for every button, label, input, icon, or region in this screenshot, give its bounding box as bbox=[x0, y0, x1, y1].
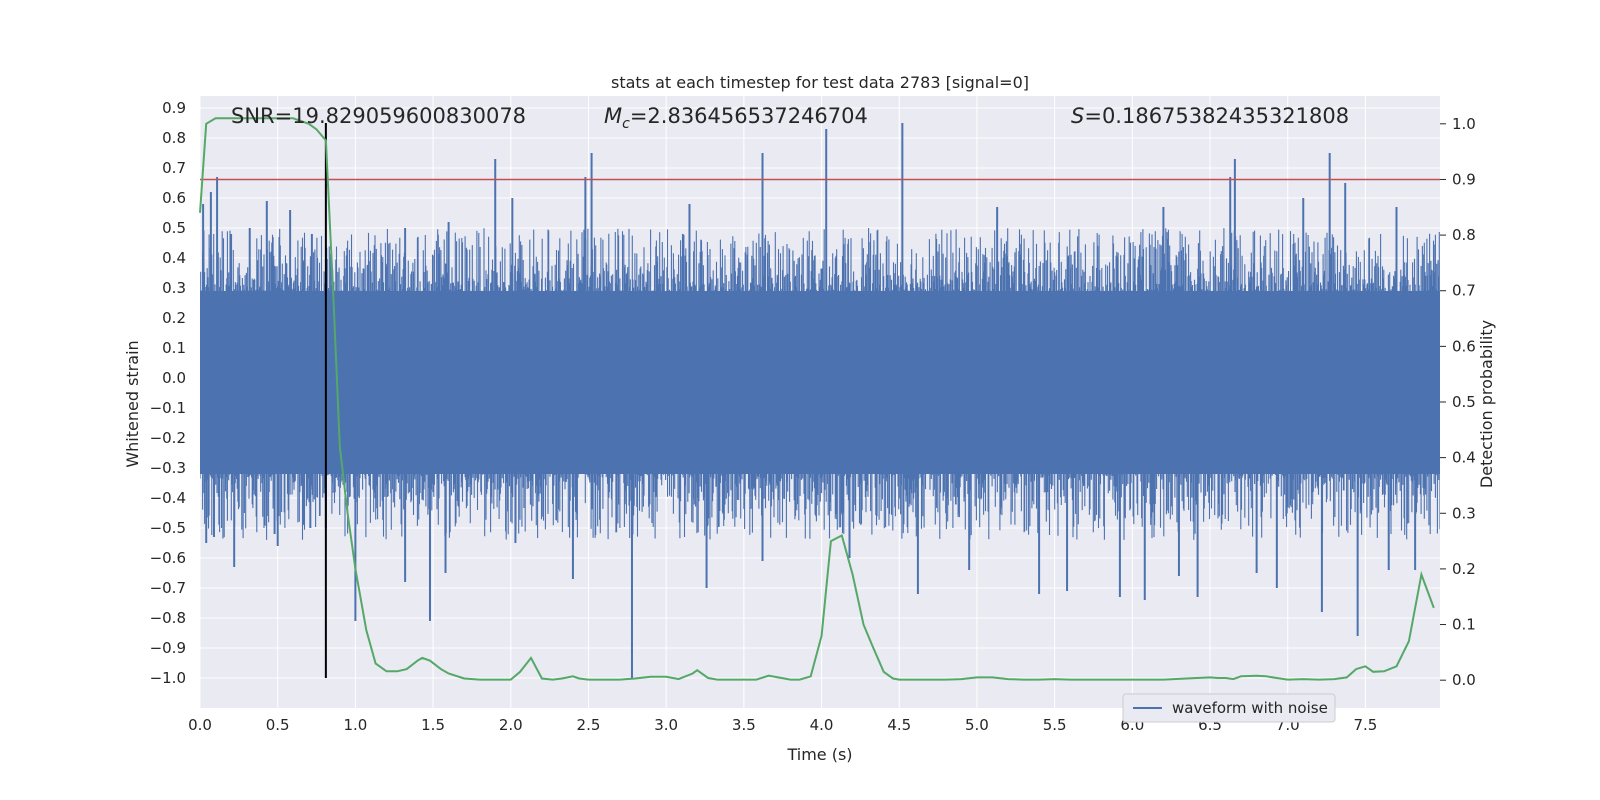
x-tick-label: 5.0 bbox=[965, 716, 989, 734]
y-tick-label: 0.6 bbox=[162, 189, 186, 207]
y-axis-ticks: 0.9 0.8 0.7 0.6 0.5 0.4 0.3 0.2 0.1 0.0 −0.1 −0.2 −0… bbox=[150, 99, 186, 687]
y-tick-label: 0.7 bbox=[162, 159, 186, 177]
mc-subscript: c bbox=[622, 116, 630, 132]
y-tick-label: −0.8 bbox=[150, 609, 186, 627]
s-value: =0.18675382435321808 bbox=[1084, 104, 1349, 128]
x-tick-label: 4.0 bbox=[810, 716, 834, 734]
y-tick-label: −0.7 bbox=[150, 579, 186, 597]
y-tick-label: −0.4 bbox=[150, 489, 186, 507]
y-tick-label: −0.5 bbox=[150, 519, 186, 537]
mc-symbol: M bbox=[604, 104, 622, 128]
y2-tick-label: 0.0 bbox=[1452, 671, 1476, 689]
y2-axis-ticks: 1.0 0.9 0.8 0.7 0.6 0.5 0.4 0.3 0.2 0.1 0.0 bbox=[1440, 115, 1476, 689]
y2-tick-label: 0.4 bbox=[1452, 449, 1476, 467]
y-tick-label: −1.0 bbox=[150, 669, 186, 687]
legend-box bbox=[1122, 693, 1336, 723]
x-tick-label: 1.0 bbox=[343, 716, 367, 734]
x-tick-label: 5.5 bbox=[1043, 716, 1067, 734]
x-tick-label: 2.0 bbox=[499, 716, 523, 734]
y-tick-label: −0.6 bbox=[150, 549, 186, 567]
x-tick-label: 7.5 bbox=[1353, 716, 1377, 734]
x-tick-label: 3.5 bbox=[732, 716, 756, 734]
y-tick-label: 0.4 bbox=[162, 249, 186, 267]
x-tick-label: 4.5 bbox=[887, 716, 911, 734]
y-axis-label: Whitened strain bbox=[123, 340, 142, 467]
legend: waveform with noise bbox=[1122, 693, 1336, 723]
detection-probability-line bbox=[199, 117, 1435, 681]
y2-tick-label: 1.0 bbox=[1452, 115, 1476, 133]
y-tick-label: −0.2 bbox=[150, 429, 186, 447]
y-tick-label: 0.3 bbox=[162, 279, 186, 297]
y2-tick-label: 0.8 bbox=[1452, 226, 1476, 244]
y2-tick-label: 0.5 bbox=[1452, 393, 1476, 411]
legend-entry-label: waveform with noise bbox=[1172, 699, 1328, 717]
y2-tick-label: 0.2 bbox=[1452, 560, 1476, 578]
x-tick-label: 1.5 bbox=[421, 716, 445, 734]
waveform-noise-trace bbox=[200, 228, 1440, 540]
snr-value: 19.829059600830078 bbox=[292, 104, 526, 128]
y-tick-label: 0.8 bbox=[162, 129, 186, 147]
y2-tick-label: 0.9 bbox=[1452, 170, 1476, 188]
y2-axis-label: Detection probability bbox=[1477, 320, 1496, 488]
s-symbol: S bbox=[1071, 104, 1084, 128]
chart-title: stats at each timestep for test data 278… bbox=[611, 73, 1029, 92]
x-tick-label: 3.0 bbox=[654, 716, 678, 734]
snr-annotation: SNR=19.829059600830078 bbox=[231, 104, 526, 128]
overlays bbox=[199, 117, 1440, 681]
x-tick-label: 0.0 bbox=[188, 716, 212, 734]
mc-annotation: Mc=2.836456537246704 bbox=[604, 104, 868, 132]
y-tick-label: 0.1 bbox=[162, 339, 186, 357]
waveform-series bbox=[200, 123, 1440, 678]
y-tick-label: 0.9 bbox=[162, 99, 186, 117]
x-tick-label: 0.5 bbox=[266, 716, 290, 734]
y-tick-label: −0.9 bbox=[150, 639, 186, 657]
y-tick-label: 0.5 bbox=[162, 219, 186, 237]
y-tick-label: 0.0 bbox=[162, 369, 186, 387]
mc-value: =2.836456537246704 bbox=[630, 104, 868, 128]
y2-tick-label: 0.7 bbox=[1452, 282, 1476, 300]
y2-tick-label: 0.1 bbox=[1452, 616, 1476, 634]
x-axis-ticks: 0.0 0.5 1.0 1.5 2.0 2.5 3.0 3.5 4.0 4.5 5.0 5.5 6.0 6… bbox=[188, 716, 1377, 734]
x-axis-label: Time (s) bbox=[786, 745, 852, 764]
y-tick-label: −0.1 bbox=[150, 399, 186, 417]
snr-label: SNR= bbox=[231, 104, 292, 128]
y-tick-label: 0.2 bbox=[162, 309, 186, 327]
y2-tick-label: 0.6 bbox=[1452, 337, 1476, 355]
y-tick-label: −0.3 bbox=[150, 459, 186, 477]
x-tick-label: 2.5 bbox=[577, 716, 601, 734]
y2-tick-label: 0.3 bbox=[1452, 504, 1476, 522]
s-annotation: S=0.18675382435321808 bbox=[1071, 104, 1349, 128]
